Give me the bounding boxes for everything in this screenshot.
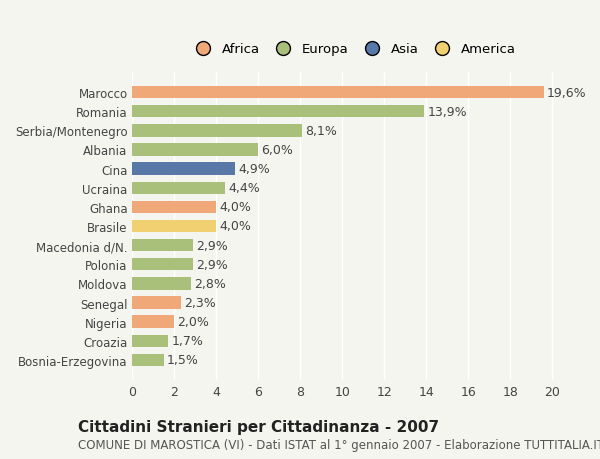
Bar xyxy=(133,106,424,118)
Text: 4,9%: 4,9% xyxy=(238,163,270,176)
Text: 2,8%: 2,8% xyxy=(194,277,226,290)
Bar xyxy=(133,201,217,213)
Text: Cittadini Stranieri per Cittadinanza - 2007: Cittadini Stranieri per Cittadinanza - 2… xyxy=(78,419,439,434)
Text: 4,4%: 4,4% xyxy=(228,182,260,195)
Bar xyxy=(133,182,225,195)
Bar xyxy=(133,163,235,175)
Text: 2,9%: 2,9% xyxy=(196,258,228,271)
Text: 1,7%: 1,7% xyxy=(171,335,203,347)
Bar xyxy=(133,316,175,328)
Bar xyxy=(133,87,544,99)
Text: 2,0%: 2,0% xyxy=(178,315,209,329)
Text: 4,0%: 4,0% xyxy=(220,201,251,214)
Bar xyxy=(133,258,193,271)
Text: 4,0%: 4,0% xyxy=(220,220,251,233)
Bar xyxy=(133,144,259,157)
Text: 2,9%: 2,9% xyxy=(196,239,228,252)
Bar xyxy=(133,335,168,347)
Bar xyxy=(133,240,193,252)
Text: COMUNE DI MAROSTICA (VI) - Dati ISTAT al 1° gennaio 2007 - Elaborazione TUTTITAL: COMUNE DI MAROSTICA (VI) - Dati ISTAT al… xyxy=(78,438,600,451)
Text: 19,6%: 19,6% xyxy=(547,86,586,99)
Text: 2,3%: 2,3% xyxy=(184,297,215,309)
Bar xyxy=(133,297,181,309)
Text: 1,5%: 1,5% xyxy=(167,353,199,367)
Text: 13,9%: 13,9% xyxy=(427,106,467,118)
Bar xyxy=(133,278,191,290)
Legend: Africa, Europa, Asia, America: Africa, Europa, Asia, America xyxy=(186,39,520,60)
Bar xyxy=(133,220,217,233)
Bar xyxy=(133,125,302,137)
Text: 8,1%: 8,1% xyxy=(305,124,337,138)
Text: 6,0%: 6,0% xyxy=(262,144,293,157)
Bar xyxy=(133,354,164,366)
